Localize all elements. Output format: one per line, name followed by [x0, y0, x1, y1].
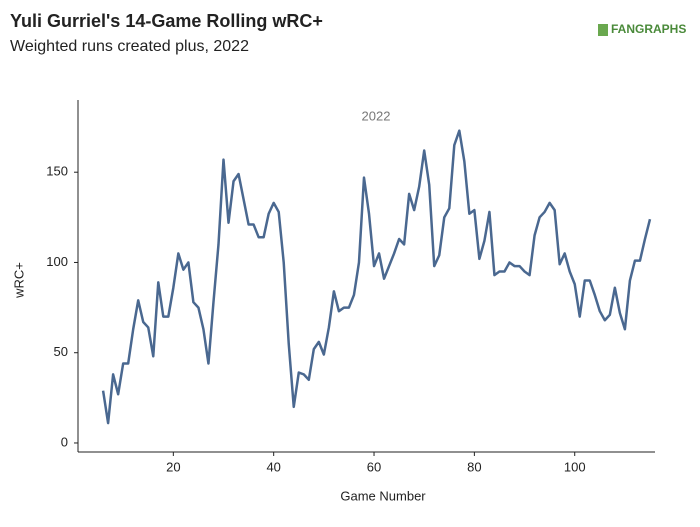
chart-title: Yuli Gurriel's 14-Game Rolling wRC+: [10, 11, 323, 31]
logo-mark: [598, 24, 608, 36]
chart-subtitle: Weighted runs created plus, 2022: [10, 38, 249, 55]
y-tick-label: 150: [46, 164, 68, 179]
y-tick-label: 50: [54, 344, 68, 359]
x-tick-label: 100: [564, 459, 586, 474]
x-axis-label: Game Number: [340, 488, 426, 503]
y-tick-label: 0: [61, 434, 68, 449]
x-tick-label: 40: [266, 459, 280, 474]
annotation: 2022: [362, 108, 391, 123]
line-series: [101, 129, 652, 425]
x-tick-label: 20: [166, 459, 180, 474]
y-tick-label: 100: [46, 254, 68, 269]
x-tick-label: 60: [367, 459, 381, 474]
x-tick-label: 80: [467, 459, 481, 474]
logo: FANGRAPHS: [611, 22, 686, 36]
y-axis-label: wRC+: [11, 262, 26, 299]
